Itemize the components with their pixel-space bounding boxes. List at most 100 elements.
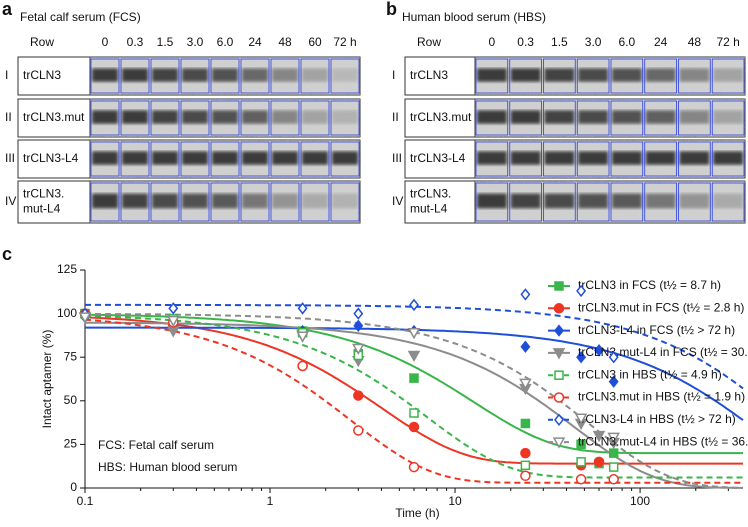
gel-band (544, 193, 575, 209)
data-point (608, 462, 619, 472)
time-label: 72 h (716, 35, 739, 49)
legend-marker (552, 437, 566, 449)
lane-box (90, 58, 120, 94)
gel-band (578, 68, 608, 82)
lane-box (150, 141, 180, 177)
data-point (520, 447, 531, 459)
gel-band (242, 110, 268, 124)
lane-box (644, 141, 677, 177)
lane-box (576, 58, 610, 94)
gel-band (272, 151, 298, 165)
gel-band (242, 68, 268, 82)
row-numeral: III (5, 151, 15, 165)
y-tick-label: 75 (64, 349, 78, 363)
gel-band (713, 68, 743, 82)
lane-box (240, 58, 270, 94)
lane-box (150, 182, 180, 222)
legend-marker (554, 370, 564, 380)
lane-box (330, 141, 360, 177)
row-numeral: II (392, 110, 399, 124)
gel-band (212, 151, 238, 165)
x-axis-label: Time (h) (395, 506, 439, 520)
gel-band (477, 193, 507, 209)
lane-box (300, 182, 330, 222)
gel-band (332, 110, 358, 124)
data-point (167, 315, 180, 328)
lane-box (120, 182, 150, 222)
gel-band (510, 151, 541, 165)
data-point (593, 456, 605, 468)
fit-curve (85, 303, 744, 390)
gel-band (544, 151, 575, 165)
lane-box (240, 100, 270, 136)
legend-entry: trCLN3 in HBS (t½ = 4.9 h) (578, 367, 722, 381)
gel-band (182, 68, 208, 82)
time-label: 0 (489, 35, 496, 49)
gel-band (544, 68, 575, 82)
gel-band (212, 68, 238, 82)
lane-box (240, 141, 270, 177)
row-name: trCLN3.mut (23, 110, 85, 124)
lane-box (300, 100, 330, 136)
gel-band (679, 110, 710, 124)
gel-band (182, 151, 208, 165)
row-name: trCLN3-L4 (410, 151, 466, 165)
data-point (296, 331, 309, 343)
data-point (520, 418, 531, 429)
time-label: 1.5 (551, 35, 568, 49)
lane-box (180, 182, 210, 222)
gel-band (713, 110, 743, 124)
data-point (408, 421, 420, 433)
time-label: 0 (102, 35, 109, 49)
gel-band (92, 68, 118, 82)
data-point (408, 461, 420, 473)
gel-band (122, 193, 148, 209)
data-point (608, 474, 619, 485)
gel-band (477, 68, 507, 82)
gel-band (302, 193, 328, 209)
data-point (608, 375, 619, 388)
row-name: mut-L4 (410, 202, 448, 216)
lane-box (509, 58, 542, 94)
gel-band (212, 110, 238, 124)
lane-box (610, 141, 644, 177)
time-label: 0.3 (127, 35, 144, 49)
row-name: trCLN3.mut (410, 110, 472, 124)
legend-marker (554, 281, 564, 291)
fit-curve (84, 318, 743, 484)
data-point (168, 302, 179, 315)
gel-band (242, 151, 268, 165)
data-point (297, 360, 308, 372)
y-tick-label: 125 (57, 262, 77, 276)
time-label: 6.0 (217, 35, 234, 49)
data-point (409, 373, 419, 383)
time-label: 24 (654, 35, 668, 49)
data-point (407, 328, 421, 340)
row-label-box (404, 139, 476, 179)
legend-marker (552, 348, 566, 360)
gel-band (122, 151, 148, 165)
row-label-box (17, 98, 91, 138)
lane-box (330, 100, 360, 136)
lane-box (576, 141, 610, 177)
data-point (353, 425, 364, 436)
row-numeral: I (5, 68, 8, 82)
gel-band (332, 151, 358, 165)
y-tick-label: 25 (64, 437, 78, 451)
lane-box (180, 141, 210, 177)
gel-band (645, 110, 676, 124)
panel-label: b (386, 0, 397, 19)
gel-band (332, 68, 358, 82)
time-label: 1.5 (157, 35, 174, 49)
data-point (409, 408, 419, 418)
gel-band (679, 68, 710, 82)
lane-box (475, 100, 509, 136)
lane-box (475, 58, 509, 94)
gel-band (302, 68, 328, 82)
lane-box (678, 141, 711, 177)
data-point (576, 350, 587, 364)
row-label-box (17, 139, 91, 179)
row-numeral: III (392, 151, 402, 165)
lane-box (678, 182, 711, 222)
